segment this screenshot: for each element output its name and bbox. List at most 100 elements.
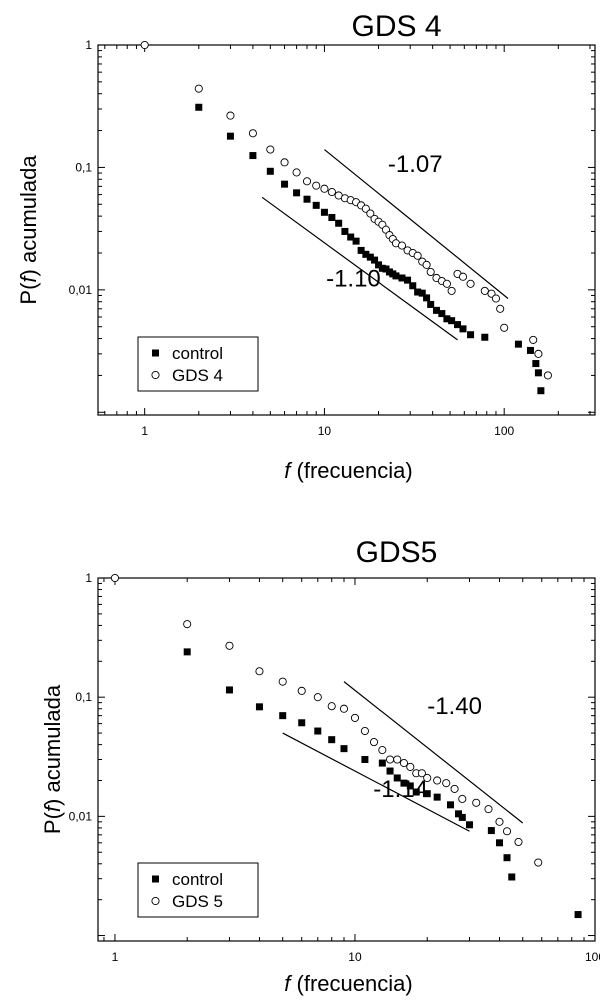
slope-label: -1.40 [427, 693, 482, 720]
data-point-circle [447, 286, 456, 295]
data-point-square [312, 201, 320, 209]
data-point-circle [278, 677, 287, 686]
data-point-square [412, 788, 420, 796]
data-point-circle [423, 773, 432, 783]
data-point-square [448, 317, 456, 325]
chart-gds4: GDS 4 1 10 100 1 0,1 0,01 f (frecuencia) P(f) ac… [16, 10, 596, 483]
data-point-square [465, 821, 473, 829]
data-point-square [400, 779, 408, 787]
data-point-square [418, 289, 426, 297]
data-point-circle [140, 40, 149, 50]
data-point-circle [225, 641, 234, 650]
data-point-square [503, 854, 511, 862]
data-point-square [255, 703, 263, 711]
data-point-circle [302, 177, 312, 186]
data-point-square [366, 253, 374, 261]
data-point-circle [514, 837, 523, 846]
data-point-circle [266, 145, 275, 154]
slope-label: -1.07 [388, 151, 443, 178]
x-tick-label: 100 [494, 424, 514, 438]
x-tick-label: 100 [585, 950, 600, 964]
data-point-circle [458, 794, 467, 803]
data-point-circle [183, 620, 192, 629]
data-point-circle [406, 762, 415, 771]
data-point-circle [466, 279, 475, 288]
plot-frame [97, 44, 596, 416]
data-point-square [526, 346, 534, 354]
data-point-square [423, 790, 431, 798]
data-point-circle [393, 755, 402, 764]
data-point-circle [312, 181, 321, 190]
legend-label: control [172, 870, 223, 889]
data-point-circle [350, 713, 360, 722]
data-point-circle [426, 267, 435, 277]
data-point-square [404, 276, 412, 284]
series-control [183, 648, 582, 919]
x-tick-label: 1 [112, 950, 119, 964]
data-point-square [443, 315, 451, 323]
data-point-circle [226, 111, 235, 120]
y-tick-label: 0,1 [75, 160, 92, 174]
x-axis-label: f (frecuencia) [284, 458, 412, 483]
data-point-square [392, 272, 400, 280]
chart-gds5: GDS5 1 10 100 1 0,1 0,01 f (frecuencia) P(f) acu… [40, 536, 600, 996]
legend-label: GDS 4 [172, 366, 223, 385]
data-point-circle [433, 776, 442, 785]
data-point-square [303, 195, 311, 203]
data-point-square [487, 827, 495, 835]
data-point-circle [297, 686, 306, 695]
data-point-circle [194, 84, 203, 93]
data-point-square [537, 387, 545, 395]
legend-label: GDS 5 [172, 892, 223, 911]
data-point-square [386, 767, 394, 775]
data-point-circle [491, 294, 501, 303]
data-point-square [195, 103, 203, 111]
data-point-circle [534, 349, 543, 358]
legend-marker-square [152, 875, 159, 883]
data-point-square [378, 264, 386, 272]
data-point-square [398, 274, 406, 282]
data-point-circle [320, 184, 329, 193]
data-point-square [183, 648, 191, 656]
data-point-square [361, 756, 369, 763]
series-gds-4 [140, 40, 552, 380]
legend-box [137, 336, 259, 392]
data-point-circle [458, 272, 468, 281]
data-point-square [249, 152, 257, 160]
y-tick-label: 1 [85, 571, 92, 585]
data-point-square [375, 261, 383, 269]
data-point-circle [472, 798, 481, 807]
slope-line [324, 149, 509, 299]
data-point-circle [369, 738, 379, 747]
data-point-square [328, 736, 336, 744]
data-point-circle [292, 168, 301, 177]
data-point-square [534, 369, 542, 377]
y-axis-label: P(f) acumulada [40, 684, 65, 834]
x-tick-label: 10 [348, 950, 362, 964]
data-point-circle [399, 759, 409, 768]
data-point-square [438, 310, 446, 318]
data-point-circle [339, 704, 349, 713]
legend-marker-circle [151, 370, 160, 380]
data-point-square [340, 745, 348, 753]
data-point-square [459, 325, 467, 333]
data-point-square [279, 712, 287, 720]
data-point-circle [495, 817, 504, 826]
data-point-square [514, 340, 522, 348]
data-point-circle [313, 693, 322, 702]
data-point-square [352, 237, 360, 245]
y-tick-label: 0,1 [75, 690, 92, 704]
data-point-square [508, 873, 516, 881]
data-point-circle [366, 209, 375, 218]
data-point-square [371, 256, 379, 264]
legend-box [137, 862, 259, 918]
data-point-square [574, 911, 582, 919]
data-point-circle [327, 187, 336, 197]
data-point-circle [442, 279, 451, 288]
data-point-circle [327, 702, 336, 711]
data-point-circle [417, 769, 426, 778]
chart-title: GDS5 [356, 536, 438, 569]
data-point-circle [502, 827, 512, 836]
data-point-square [393, 774, 401, 782]
